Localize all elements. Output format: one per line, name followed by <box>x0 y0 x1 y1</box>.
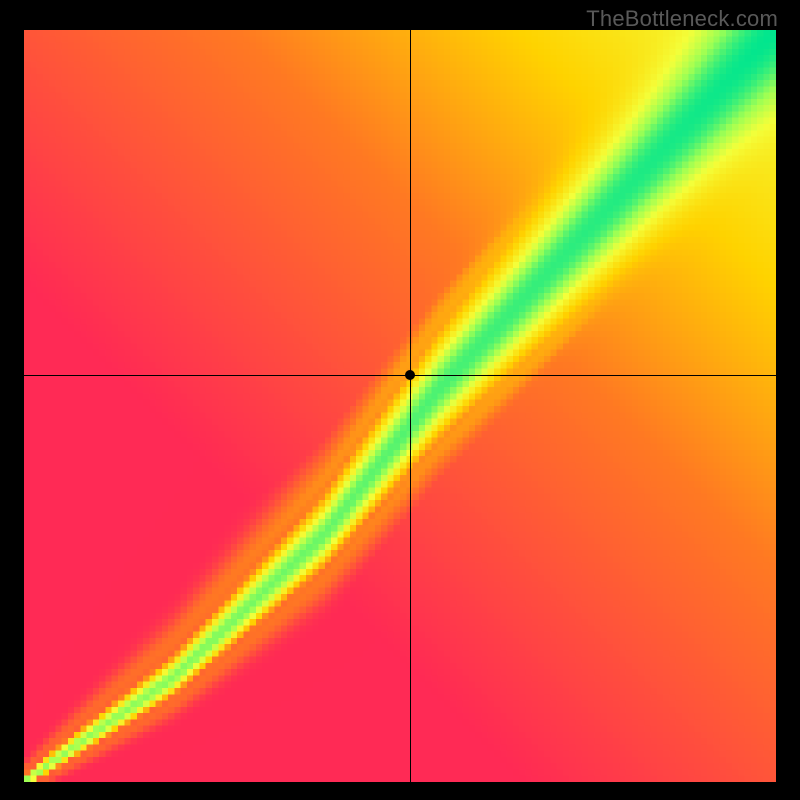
heatmap-canvas <box>24 30 776 782</box>
crosshair-marker <box>405 370 415 380</box>
crosshair-vertical <box>410 30 411 782</box>
heatmap-plot <box>24 30 776 782</box>
crosshair-horizontal <box>24 375 776 376</box>
chart-frame: TheBottleneck.com <box>0 0 800 800</box>
watermark-text: TheBottleneck.com <box>586 6 778 32</box>
